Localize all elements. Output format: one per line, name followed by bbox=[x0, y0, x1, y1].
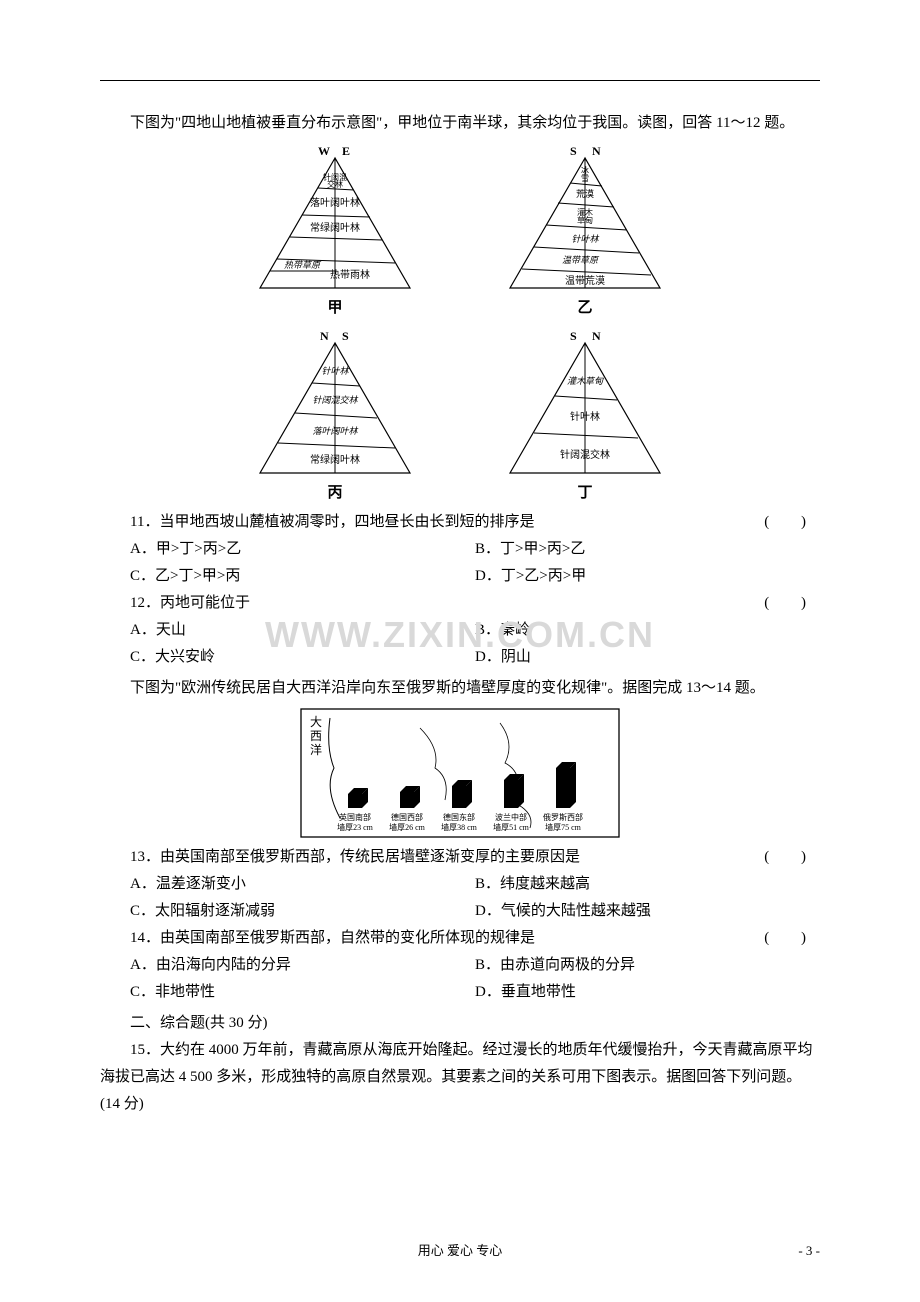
pyramid-yi-caption: 乙 bbox=[577, 295, 592, 322]
q12-stem-line: 12．丙地可能位于 ( ) bbox=[130, 590, 820, 617]
svg-text:针阔混交林: 针阔混交林 bbox=[560, 448, 610, 461]
q12-opt-d: D．阴山 bbox=[475, 644, 820, 671]
pyramid-bing-svg: N S 针叶林 针阔混交林 落叶阔叶林 常绿阔叶林 bbox=[250, 328, 420, 478]
q11-opt-a: A．甲>丁>丙>乙 bbox=[130, 536, 475, 563]
q14-paren: ( ) bbox=[764, 925, 820, 952]
q12-opts: A．天山 B．秦岭 C．大兴安岭 D．阴山 bbox=[130, 617, 820, 671]
europe-figure: 大 西 洋 英国南部墙厚23 cm 德国西部墙厚26 cm 德国东部墙厚38 cm 波… bbox=[100, 708, 820, 838]
pyramid-bing-caption: 丙 bbox=[327, 480, 342, 507]
svg-text:墙厚26 cm: 墙厚26 cm bbox=[389, 822, 426, 832]
q14-opt-d: D．垂直地带性 bbox=[475, 979, 820, 1006]
q12-opt-c: C．大兴安岭 bbox=[130, 644, 475, 671]
svg-text:W: W bbox=[318, 144, 330, 158]
q14-opts: A．由沿海向内陆的分异 B．由赤道向两极的分异 C．非地带性 D．垂直地带性 bbox=[130, 952, 820, 1006]
pyramid-bing: N S 针叶林 针阔混交林 落叶阔叶林 常绿阔叶林 丙 bbox=[250, 328, 420, 507]
svg-text:针叶林: 针叶林 bbox=[321, 366, 349, 376]
pyramid-ding-svg: S N 灌木草甸 针叶林 针阔混交林 bbox=[500, 328, 670, 478]
q14-stem-line: 14．由英国南部至俄罗斯西部，自然带的变化所体现的规律是 ( ) bbox=[130, 925, 820, 952]
svg-text:俄罗斯西部: 俄罗斯西部 bbox=[543, 812, 583, 822]
pyramids-row-2: N S 针叶林 针阔混交林 落叶阔叶林 常绿阔叶林 丙 S N 灌木草甸 针叶林… bbox=[100, 328, 820, 507]
q12-stem: 12．丙地可能位于 bbox=[130, 590, 764, 617]
svg-text:草甸: 草甸 bbox=[577, 215, 593, 225]
svg-text:荒漠: 荒漠 bbox=[576, 189, 594, 199]
intro-13-14: 下图为"欧洲传统民居自大西洋沿岸向东至俄罗斯的墙壁厚度的变化规律"。据图完成 1… bbox=[100, 675, 820, 702]
svg-text:墙厚23 cm: 墙厚23 cm bbox=[337, 822, 374, 832]
footer-text: 用心 爱心 专心 bbox=[0, 1239, 920, 1262]
pyramid-jia-svg: W E 针阔混 交林 落叶阔叶林 常绿阔叶林 热带草原 热带雨林 bbox=[250, 143, 420, 293]
page-top-rule bbox=[100, 80, 820, 81]
q14-opt-c: C．非地带性 bbox=[130, 979, 475, 1006]
svg-text:波兰中部: 波兰中部 bbox=[495, 812, 527, 822]
svg-text:E: E bbox=[342, 144, 350, 158]
svg-text:N: N bbox=[592, 144, 601, 158]
q15-text: 15．大约在 4000 万年前，青藏高原从海底开始隆起。经过漫长的地质年代缓慢抬… bbox=[100, 1037, 820, 1118]
svg-text:常绿阔叶林: 常绿阔叶林 bbox=[310, 453, 360, 466]
svg-text:交林: 交林 bbox=[327, 179, 343, 189]
europe-svg: 大 西 洋 英国南部墙厚23 cm 德国西部墙厚26 cm 德国东部墙厚38 cm 波… bbox=[300, 708, 620, 838]
pyramid-yi-svg: S N 冰 雪 荒漠 灌木 草甸 针叶林 温带草原 温带荒漠 bbox=[500, 143, 670, 293]
svg-text:英国南部: 英国南部 bbox=[339, 812, 371, 822]
pyramid-ding-caption: 丁 bbox=[577, 480, 592, 507]
svg-text:N: N bbox=[592, 329, 601, 343]
svg-text:温带草原: 温带草原 bbox=[562, 255, 600, 265]
q14-opt-a: A．由沿海向内陆的分异 bbox=[130, 952, 475, 979]
svg-text:西: 西 bbox=[310, 729, 322, 743]
q13-opt-a: A．温差逐渐变小 bbox=[130, 871, 475, 898]
svg-text:热带草原: 热带草原 bbox=[284, 260, 322, 270]
q12-opt-a: A．天山 bbox=[130, 617, 475, 644]
svg-text:落叶阔叶林: 落叶阔叶林 bbox=[312, 426, 358, 436]
q14-opt-b: B．由赤道向两极的分异 bbox=[475, 952, 820, 979]
svg-text:针阔混交林: 针阔混交林 bbox=[312, 395, 358, 405]
svg-text:针叶林: 针叶林 bbox=[570, 410, 600, 423]
q13-opts: A．温差逐渐变小 B．纬度越来越高 C．太阳辐射逐渐减弱 D．气候的大陆性越来越… bbox=[130, 871, 820, 925]
q13-opt-c: C．太阳辐射逐渐减弱 bbox=[130, 898, 475, 925]
q13-stem-line: 13．由英国南部至俄罗斯西部，传统民居墙壁逐渐变厚的主要原因是 ( ) bbox=[130, 844, 820, 871]
q12-paren: ( ) bbox=[764, 590, 820, 617]
svg-text:墙厚75 cm: 墙厚75 cm bbox=[545, 822, 582, 832]
q11-opts: A．甲>丁>丙>乙 B．丁>甲>丙>乙 C．乙>丁>甲>丙 D．丁>乙>丙>甲 bbox=[130, 536, 820, 590]
svg-text:墙厚51 cm: 墙厚51 cm bbox=[493, 822, 530, 832]
q14-stem: 14．由英国南部至俄罗斯西部，自然带的变化所体现的规律是 bbox=[130, 925, 764, 952]
q11-opt-c: C．乙>丁>甲>丙 bbox=[130, 563, 475, 590]
svg-text:灌木草甸: 灌木草甸 bbox=[567, 376, 604, 386]
q13-opt-d: D．气候的大陆性越来越强 bbox=[475, 898, 820, 925]
svg-text:针叶林: 针叶林 bbox=[571, 234, 599, 244]
svg-text:大: 大 bbox=[310, 715, 322, 729]
pyramid-jia-caption: 甲 bbox=[327, 295, 342, 322]
svg-text:热带雨林: 热带雨林 bbox=[330, 268, 370, 281]
svg-text:墙厚38 cm: 墙厚38 cm bbox=[441, 822, 478, 832]
svg-text:温带荒漠: 温带荒漠 bbox=[565, 275, 605, 287]
svg-text:S: S bbox=[570, 329, 577, 343]
svg-text:N: N bbox=[320, 329, 329, 343]
q13-stem: 13．由英国南部至俄罗斯西部，传统民居墙壁逐渐变厚的主要原因是 bbox=[130, 844, 764, 871]
svg-text:雪: 雪 bbox=[581, 174, 589, 183]
q11-paren: ( ) bbox=[764, 509, 820, 536]
pyramid-ding: S N 灌木草甸 针叶林 针阔混交林 丁 bbox=[500, 328, 670, 507]
pyramids-row-1: W E 针阔混 交林 落叶阔叶林 常绿阔叶林 热带草原 热带雨林 甲 S N bbox=[100, 143, 820, 322]
intro-11-12: 下图为"四地山地植被垂直分布示意图"，甲地位于南半球，其余均位于我国。读图，回答… bbox=[100, 110, 820, 137]
svg-text:常绿阔叶林: 常绿阔叶林 bbox=[310, 221, 360, 234]
q13-opt-b: B．纬度越来越高 bbox=[475, 871, 820, 898]
q11-stem-line: 11．当甲地西坡山麓植被凋零时，四地昼长由长到短的排序是 ( ) bbox=[130, 509, 820, 536]
svg-text:落叶阔叶林: 落叶阔叶林 bbox=[310, 196, 360, 209]
q11-stem: 11．当甲地西坡山麓植被凋零时，四地昼长由长到短的排序是 bbox=[130, 509, 764, 536]
pyramid-yi: S N 冰 雪 荒漠 灌木 草甸 针叶林 温带草原 温带荒漠 乙 bbox=[500, 143, 670, 322]
svg-text:德国东部: 德国东部 bbox=[443, 812, 475, 822]
svg-text:S: S bbox=[570, 144, 577, 158]
svg-text:德国西部: 德国西部 bbox=[391, 812, 423, 822]
svg-text:洋: 洋 bbox=[310, 742, 322, 757]
q11-opt-b: B．丁>甲>丙>乙 bbox=[475, 536, 820, 563]
q12-opt-b: B．秦岭 bbox=[475, 617, 820, 644]
q11-opt-d: D．丁>乙>丙>甲 bbox=[475, 563, 820, 590]
svg-text:S: S bbox=[342, 329, 349, 343]
q13-paren: ( ) bbox=[764, 844, 820, 871]
pyramid-jia: W E 针阔混 交林 落叶阔叶林 常绿阔叶林 热带草原 热带雨林 甲 bbox=[250, 143, 420, 322]
section-2-title: 二、综合题(共 30 分) bbox=[130, 1010, 820, 1037]
page-number: - 3 - bbox=[798, 1239, 820, 1262]
